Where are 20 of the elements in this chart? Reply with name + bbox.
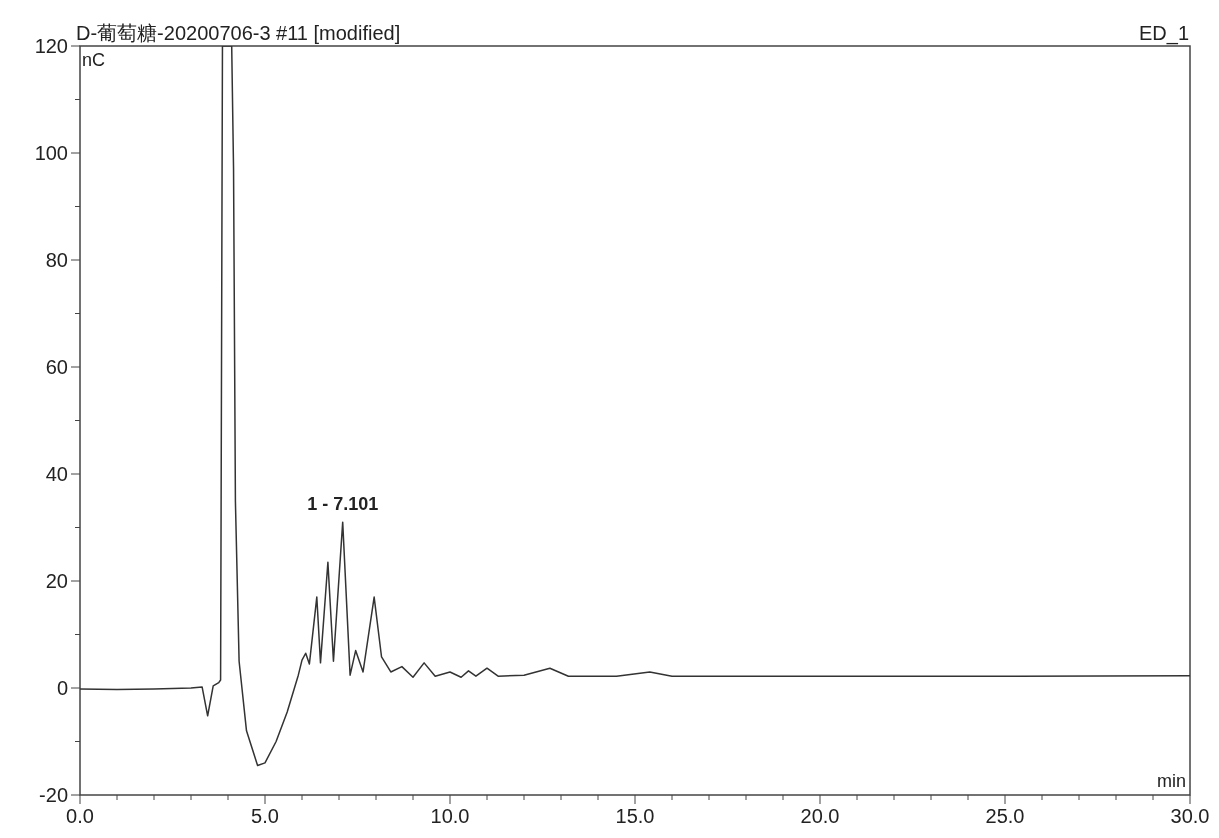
y-tick-label: 0: [56, 677, 68, 699]
title: D-葡萄糖-20200706-3 #11 [modified]: [76, 22, 401, 44]
x-tick-label: 30.0: [1170, 805, 1210, 827]
x-tick-label: 25.0: [985, 805, 1025, 827]
x-axis-title: min: [1156, 771, 1186, 791]
x-tick-label: 20.0: [800, 805, 840, 827]
y-tick-label: 100: [34, 142, 68, 164]
y-tick-label: 60: [45, 356, 68, 378]
y-tick-label: 20: [45, 570, 68, 592]
x-tick-label: 0.0: [66, 805, 94, 827]
annotation: 1 - 7.101: [307, 494, 379, 515]
y-tick-label: 40: [45, 463, 68, 485]
y-tick-label: 120: [34, 35, 68, 57]
y-axis-title: nC: [82, 50, 106, 70]
x-tick-label: 5.0: [251, 805, 279, 827]
y-tick-label: 80: [45, 249, 68, 271]
x-tick-label: 10.0: [430, 805, 470, 827]
x-tick-label: 15.0: [615, 805, 655, 827]
text: ED_1: [1138, 22, 1189, 45]
y-tick-label: -20: [39, 784, 68, 806]
